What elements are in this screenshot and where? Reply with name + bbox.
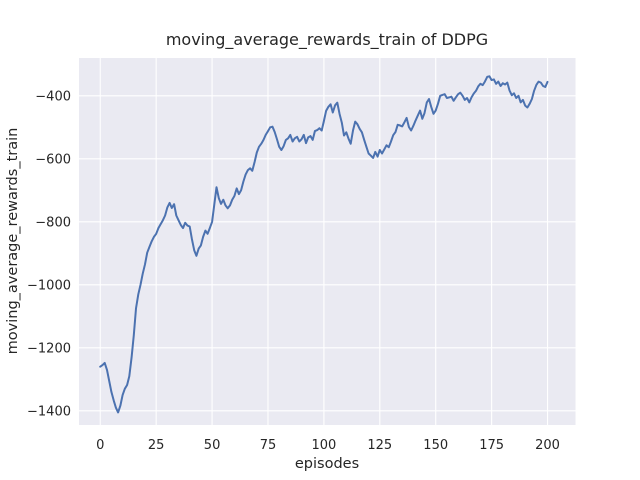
y-tick-label: −800 bbox=[35, 215, 71, 230]
line-layer bbox=[99, 75, 549, 414]
y-tick-label: −400 bbox=[35, 89, 71, 104]
y-tick-label: −1400 bbox=[27, 404, 71, 419]
x-tick-label: 0 bbox=[96, 438, 104, 453]
x-tick-label: 175 bbox=[479, 438, 504, 453]
y-tick-label: −1000 bbox=[27, 278, 71, 293]
y-tick-label: −1200 bbox=[27, 341, 71, 356]
x-tick-label: 100 bbox=[311, 438, 336, 453]
x-tick-label: 150 bbox=[423, 438, 448, 453]
x-tick-label: 25 bbox=[148, 438, 165, 453]
y-axis-label: moving_average_rewards_train bbox=[5, 128, 21, 355]
x-tick-label: 50 bbox=[204, 438, 221, 453]
x-tick-label: 200 bbox=[535, 438, 560, 453]
x-tick-label: 125 bbox=[367, 438, 392, 453]
x-axis-label: episodes bbox=[295, 456, 359, 472]
data-line-moving_average_rewards_train bbox=[99, 75, 549, 414]
chart-title: moving_average_rewards_train of DDPG bbox=[166, 30, 488, 50]
plot-area bbox=[79, 58, 576, 425]
x-tick-label: 75 bbox=[260, 438, 277, 453]
tick-layer: 0 25 50 75 100 125 150 175 200 −400 −600 −800 −1000 −… bbox=[27, 89, 560, 453]
y-tick-label: −600 bbox=[35, 152, 71, 167]
